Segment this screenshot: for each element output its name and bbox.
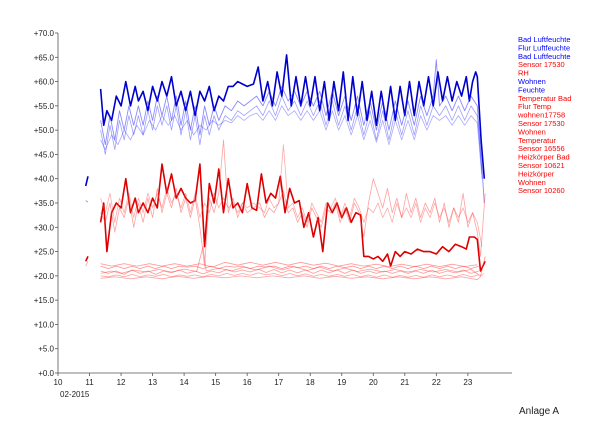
x-tick-label: 15 bbox=[211, 378, 220, 387]
y-tick-label: +25.0 bbox=[34, 248, 55, 257]
legend-item: Flur Luftfeuchte bbox=[518, 43, 570, 52]
series-line-2 bbox=[100, 59, 485, 204]
y-tick-label: +40.0 bbox=[34, 175, 55, 184]
legend-item: wohnen17758 bbox=[517, 111, 565, 120]
y-tick-label: +10.0 bbox=[34, 320, 55, 329]
series-line-6 bbox=[100, 139, 486, 267]
x-tick-label: 17 bbox=[274, 378, 283, 387]
x-unit-label: 02-2015 bbox=[60, 390, 90, 399]
y-tick-labels: +0.0 +5.0 +10.0 +15.0 +20.0 +25.0 +30.0 +35.0 +4… bbox=[34, 29, 58, 378]
x-tick-label: 21 bbox=[400, 378, 409, 387]
series-line-13 bbox=[85, 261, 89, 267]
series-line-4 bbox=[100, 105, 483, 179]
y-tick-label: +15.0 bbox=[34, 296, 55, 305]
y-tick-label: +70.0 bbox=[34, 29, 55, 38]
x-tick-label: 19 bbox=[337, 378, 346, 387]
series-line-3 bbox=[100, 95, 483, 174]
series-line-11 bbox=[100, 246, 486, 277]
legend-item: Wohnen bbox=[518, 127, 546, 136]
series-group bbox=[84, 54, 486, 281]
x-tick-label: 13 bbox=[148, 378, 157, 387]
series-line-1 bbox=[84, 176, 89, 187]
x-tick-label: 20 bbox=[369, 378, 378, 387]
legend-item: Temperatur bbox=[518, 136, 556, 145]
series-line-7 bbox=[100, 144, 483, 247]
x-tick-label: 16 bbox=[243, 378, 252, 387]
annotation-label: Anlage A bbox=[519, 406, 559, 417]
y-tick-label: +45.0 bbox=[34, 150, 55, 159]
legend-item: Sensor 10621 bbox=[518, 161, 565, 170]
y-tick-label: +65.0 bbox=[34, 53, 55, 62]
series-line-13 bbox=[100, 273, 484, 281]
series-line-5 bbox=[84, 256, 89, 262]
legend-item: Wohnen bbox=[518, 178, 546, 187]
x-tick-label: 12 bbox=[117, 378, 126, 387]
series-line-2 bbox=[85, 200, 89, 203]
x-tick-label: 18 bbox=[306, 378, 315, 387]
series-line-10 bbox=[100, 272, 479, 278]
legend-item: Bad Luftfeuchte bbox=[518, 52, 571, 61]
legend-item: Heizkörper Bad bbox=[518, 153, 570, 162]
series-line-12 bbox=[100, 261, 478, 268]
x-tick-label: 11 bbox=[85, 378, 94, 387]
legend-item: Sensor 10260 bbox=[518, 186, 565, 195]
x-tick-label: 10 bbox=[54, 378, 63, 387]
y-tick-label: +30.0 bbox=[34, 223, 55, 232]
series-line-9 bbox=[100, 268, 480, 275]
legend-item: Flur Temp bbox=[518, 102, 551, 111]
legend-item: Temperatur Bad bbox=[518, 94, 571, 103]
legend-item: RH bbox=[518, 69, 529, 78]
y-tick-label: +20.0 bbox=[34, 272, 55, 281]
series-line-1 bbox=[99, 54, 486, 179]
legend-item: Bad Luftfeuchte bbox=[518, 35, 571, 44]
x-tick-label: 22 bbox=[432, 378, 441, 387]
series-line-5 bbox=[99, 163, 486, 272]
legend-item: Sensor 16556 bbox=[518, 144, 565, 153]
y-tick-label: +60.0 bbox=[34, 78, 55, 87]
x-tick-labels: 10 11 12 13 14 15 16 17 18 19 20 21 22 23 bbox=[54, 373, 473, 387]
y-tick-label: +55.0 bbox=[34, 102, 55, 111]
legend-item: Sensor 17530 bbox=[518, 119, 565, 128]
x-tick-label: 14 bbox=[180, 378, 189, 387]
y-tick-label: +0.0 bbox=[38, 369, 54, 378]
y-tick-label: +35.0 bbox=[34, 199, 55, 208]
y-tick-label: +50.0 bbox=[34, 126, 55, 135]
legend-item: Feuchte bbox=[518, 85, 545, 94]
y-tick-label: +5.0 bbox=[38, 345, 54, 354]
x-tick-label: 23 bbox=[463, 378, 472, 387]
legend-item: Heizkörper bbox=[518, 169, 555, 178]
legend-item: Wohnen bbox=[518, 77, 546, 86]
legend-item: Sensor 17530 bbox=[518, 60, 565, 69]
